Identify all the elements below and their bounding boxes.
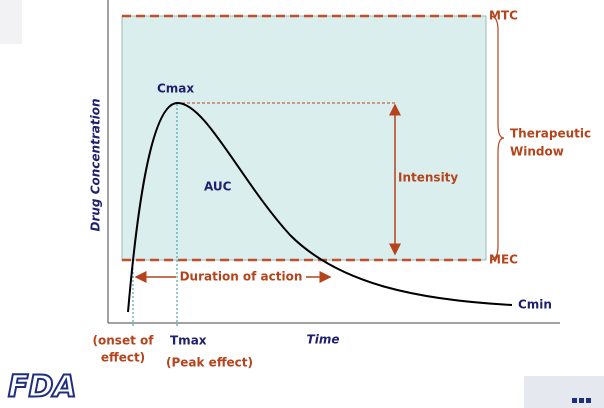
intensity-label: Intensity <box>398 171 458 185</box>
window-label: Therapeutic <box>510 127 591 141</box>
corner-bar <box>524 376 604 408</box>
window-label: Window <box>510 145 564 159</box>
mec-label: MEC <box>489 253 518 267</box>
fda-logo: FDA <box>8 370 77 405</box>
window-brace <box>489 15 505 261</box>
corner-dot <box>572 398 577 403</box>
tmax-label: Tmax <box>170 334 207 348</box>
onset-label: effect) <box>101 351 145 365</box>
onset-label: (onset of <box>93 334 155 348</box>
x-axis-label: Time <box>307 333 340 347</box>
corner-decoration <box>0 0 22 44</box>
y-axis-label: Drug Concentration <box>89 99 103 232</box>
duration-label: Duration of action <box>180 270 303 284</box>
concentration-curve <box>127 101 513 313</box>
auc-label: AUC <box>204 180 232 194</box>
corner-dot <box>586 398 591 403</box>
mtc-label: MTC <box>489 9 518 23</box>
therapeutic-window-area <box>121 15 487 261</box>
peak-effect-label: (Peak effect) <box>166 356 253 370</box>
cmin-label: Cmin <box>518 298 552 312</box>
corner-dot <box>579 398 584 403</box>
cmax-label: Cmax <box>157 82 194 96</box>
